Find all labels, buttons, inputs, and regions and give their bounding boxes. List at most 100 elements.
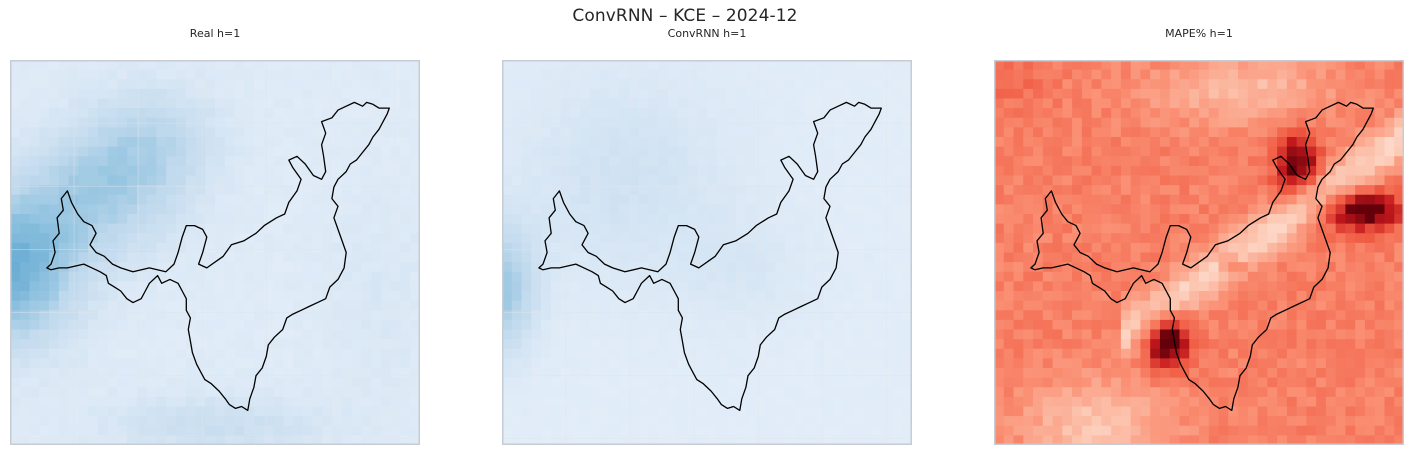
heatmap-cell	[234, 387, 245, 398]
heatmap-cell	[49, 416, 60, 427]
heatmap-cell	[1364, 194, 1376, 205]
heatmap-cell	[1023, 262, 1034, 273]
heatmap-cell	[1228, 387, 1239, 398]
heatmap-cell	[502, 204, 513, 215]
heatmap-cell	[68, 108, 79, 119]
heatmap-cell	[502, 223, 513, 234]
heatmap-cell	[872, 377, 884, 388]
heatmap-cell	[371, 348, 382, 359]
heatmap-cell	[716, 69, 728, 80]
heatmap-cell	[195, 194, 206, 205]
heatmap-cell	[1140, 291, 1151, 302]
heatmap-cell	[380, 88, 392, 100]
heatmap-cell	[1159, 319, 1171, 331]
heatmap-cell	[371, 377, 382, 388]
heatmap-cell	[1335, 233, 1346, 244]
heatmap-cell	[1199, 339, 1210, 350]
heatmap-cell	[707, 108, 718, 119]
heatmap-cell	[273, 310, 284, 321]
heatmap-cell	[609, 223, 620, 234]
heatmap-cell	[1003, 88, 1015, 100]
heatmap-cell	[531, 358, 542, 369]
heatmap-cell	[19, 252, 31, 263]
heatmap-cell	[1150, 194, 1161, 205]
heatmap-cell	[697, 252, 708, 263]
heatmap-cell	[1374, 98, 1385, 109]
heatmap-cell	[765, 88, 776, 100]
heatmap-cell	[560, 204, 571, 215]
heatmap-cell	[312, 98, 323, 109]
heatmap-cell	[1023, 291, 1034, 302]
heatmap-cell	[10, 252, 21, 263]
heatmap-cell	[1394, 127, 1404, 138]
heatmap-cell	[1189, 175, 1200, 186]
heatmap-cell	[638, 339, 649, 350]
heatmap-cell	[628, 358, 640, 369]
heatmap-cell	[550, 377, 562, 388]
heatmap-cell	[1150, 329, 1161, 340]
heatmap-cell	[1208, 156, 1220, 167]
heatmap-cell	[1238, 396, 1249, 408]
heatmap-cell	[746, 185, 757, 196]
heatmap-cell	[361, 156, 372, 167]
heatmap-cell	[400, 252, 411, 263]
heatmap-cell	[687, 291, 698, 302]
heatmap-cell	[39, 127, 50, 138]
heatmap-cell	[400, 108, 411, 119]
heatmap-cell	[351, 79, 362, 90]
heatmap-cell	[1218, 377, 1229, 388]
heatmap-cell	[687, 69, 698, 80]
heatmap-cell	[400, 329, 411, 340]
heatmap-cell	[843, 137, 854, 148]
heatmap-cell	[1111, 291, 1122, 302]
heatmap-cell	[853, 348, 864, 359]
heatmap-cell	[175, 233, 187, 244]
heatmap-cell	[361, 146, 372, 157]
heatmap-cell	[589, 146, 601, 157]
heatmap-cell	[902, 348, 912, 359]
heatmap-cell	[1179, 242, 1190, 254]
heatmap-cell	[1296, 406, 1307, 417]
heatmap-cell	[1042, 291, 1054, 302]
heatmap-cell	[707, 406, 718, 417]
heatmap-cell	[1140, 60, 1151, 71]
heatmap-cell	[1316, 319, 1327, 331]
heatmap-cell	[1238, 300, 1249, 311]
heatmap-cell	[293, 69, 304, 80]
heatmap-cell	[882, 416, 893, 427]
heatmap-cell	[824, 69, 835, 80]
heatmap-cell	[638, 252, 649, 263]
heatmap-cell	[1072, 88, 1083, 100]
heatmap-cell	[1013, 108, 1024, 119]
heatmap-cell	[166, 387, 177, 398]
heatmap-cell	[1101, 79, 1112, 90]
heatmap-cell	[156, 60, 167, 71]
heatmap-cell	[380, 108, 392, 119]
heatmap-cell	[785, 300, 796, 311]
heatmap-cell	[1072, 175, 1083, 186]
heatmap-cell	[1345, 281, 1356, 292]
heatmap-cell	[1120, 358, 1132, 369]
heatmap-cell	[550, 300, 562, 311]
heatmap-cell	[716, 377, 728, 388]
heatmap-cell	[502, 108, 513, 119]
heatmap-cell	[902, 406, 912, 417]
heatmap-cell	[68, 435, 79, 445]
heatmap-cell	[166, 377, 177, 388]
heatmap-cell	[609, 396, 620, 408]
heatmap-cell	[707, 416, 718, 427]
heatmap-cell	[215, 262, 226, 273]
heatmap-cell	[1199, 329, 1210, 340]
heatmap-cell	[1296, 98, 1307, 109]
heatmap-cell	[400, 242, 411, 254]
heatmap-cell	[185, 165, 196, 177]
heatmap-cell	[166, 271, 177, 282]
heatmap-cell	[687, 242, 698, 254]
heatmap-cell	[580, 396, 591, 408]
heatmap-cell	[390, 416, 401, 427]
heatmap-cell	[609, 137, 620, 148]
heatmap-cell	[1072, 291, 1083, 302]
heatmap-cell	[1091, 117, 1102, 128]
heatmap-cell	[824, 281, 835, 292]
heatmap-cell	[127, 108, 138, 119]
